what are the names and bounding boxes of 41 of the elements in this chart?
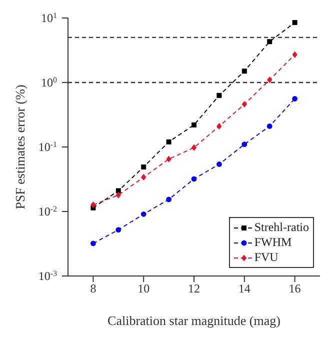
y-tick-label: 10$^{-3}$ [38,268,57,283]
legend-label: FVU [254,250,278,265]
point [140,211,146,217]
x-tick-label: 10 [138,282,150,296]
y-axis-title: PSF estimates error (%) [12,84,28,210]
x-tick-label: 16 [288,282,301,296]
point [216,92,222,98]
point [116,227,122,233]
point [292,96,298,102]
point [192,122,196,128]
point [90,202,96,208]
x-tick-label: 8 [90,282,96,296]
legend-label: FWHM [254,235,292,250]
point [141,174,146,181]
y-tick-label: 10$^{0}$ [41,75,57,90]
point [116,188,121,194]
point [267,76,272,84]
point [267,39,272,44]
point [242,100,247,108]
point [242,142,248,148]
y-tick-label: 10$^{1}$ [41,10,57,25]
x-tick-label: 14 [238,282,250,296]
point [216,122,222,130]
point [191,176,197,182]
point [242,68,247,74]
point [216,162,222,167]
point [90,240,96,246]
y-tick-label: 10$^{-2}$ [38,204,57,218]
x-tick-label: 12 [188,282,200,296]
point [292,20,298,26]
point [166,139,172,144]
point [292,51,298,58]
y-tick-label: 10$^{-1}$ [38,140,57,154]
point [166,156,172,162]
legend-label: Strehl-ratio [254,220,309,235]
point [166,196,172,202]
x-axis-title: Calibration star magnitude (mag) [108,313,280,328]
point [191,144,197,151]
point [116,192,121,198]
point [266,124,272,129]
point [141,164,146,170]
